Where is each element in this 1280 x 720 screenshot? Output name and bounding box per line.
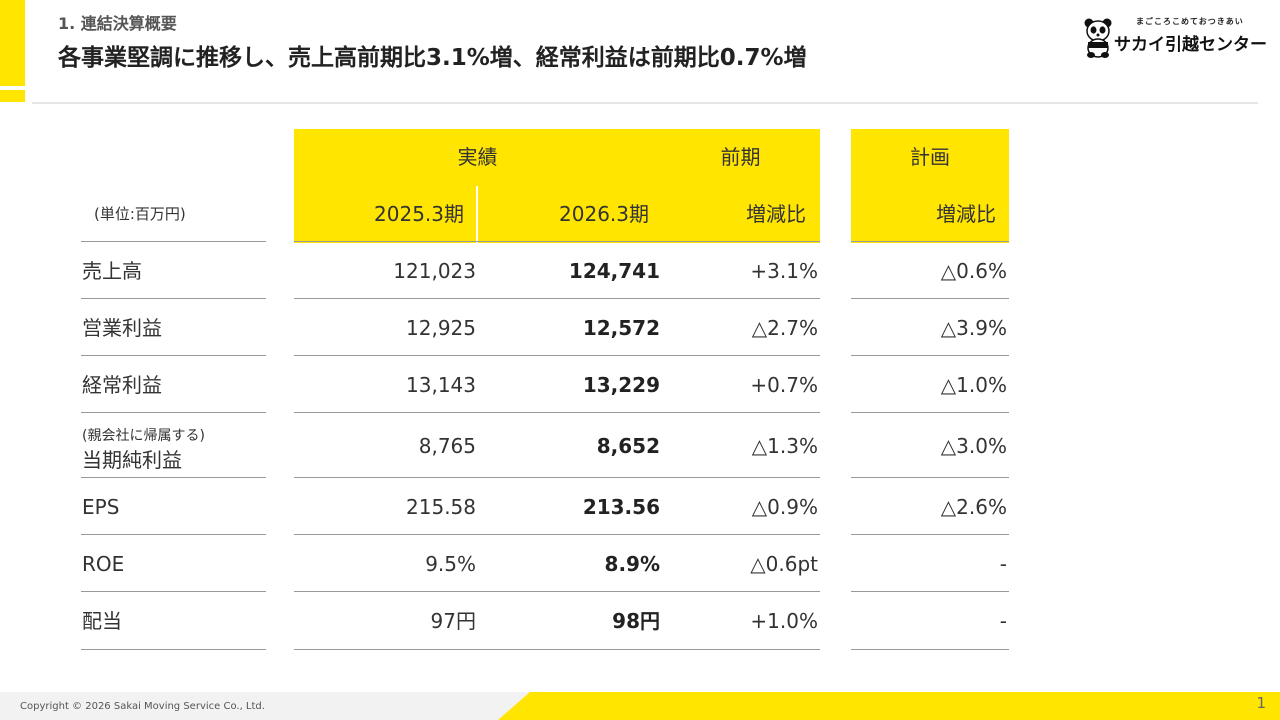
cell-ord-plan: △1.0%: [940, 373, 1007, 397]
table-rule: [294, 298, 820, 299]
cell-sales-plan: △0.6%: [940, 259, 1007, 283]
header-actual: 実績: [294, 129, 661, 186]
table-rule: [81, 534, 266, 535]
title-divider: [32, 102, 1258, 104]
cell-div-fy2026: 98円: [612, 609, 660, 633]
row-label-eps: EPS: [82, 495, 120, 519]
table-rule: [851, 591, 1009, 592]
table-rule: [81, 649, 266, 650]
col-header-yoy: 増減比: [661, 186, 820, 243]
cell-roe-plan: -: [999, 552, 1007, 576]
cell-op-yoy: △2.7%: [751, 316, 818, 340]
cell-sales-fy2025: 121,023: [393, 259, 476, 283]
cell-ord-yoy: +0.7%: [750, 373, 818, 397]
cell-sales-fy2026: 124,741: [568, 259, 660, 283]
cell-eps-yoy: △0.9%: [751, 495, 818, 519]
cell-ni-fy2026: 8,652: [596, 434, 660, 458]
cell-eps-fy2026: 213.56: [582, 495, 660, 519]
table-rule: [81, 355, 266, 356]
panda-icon: [1084, 18, 1112, 58]
slide-title: 各事業堅調に推移し、売上高前期比3.1%増、経常利益は前期比0.7%増: [58, 45, 807, 71]
cell-ord-fy2026: 13,229: [582, 373, 660, 397]
accent-bar-small: [0, 90, 25, 102]
row-label-net-income: 当期純利益: [82, 448, 182, 472]
page-number: 1: [1256, 694, 1266, 712]
row-label-roe: ROE: [82, 552, 125, 576]
table-rule: [81, 241, 266, 242]
cell-roe-yoy: △0.6pt: [750, 552, 818, 576]
accent-bar: [0, 0, 25, 86]
cell-ni-plan: △3.0%: [940, 434, 1007, 458]
header-prior: 前期: [661, 129, 820, 186]
table-rule: [851, 355, 1009, 356]
row-label-dividend: 配当: [82, 609, 122, 633]
table-rule: [851, 298, 1009, 299]
col-header-plan: 増減比: [851, 186, 1009, 243]
row-label-ordinary-profit: 経常利益: [82, 373, 162, 397]
cell-op-fy2025: 12,925: [406, 316, 476, 340]
cell-div-plan: -: [999, 609, 1007, 633]
table-rule: [294, 412, 820, 413]
section-label: 1. 連結決算概要: [58, 14, 177, 33]
copyright-text: Copyright © 2026 Sakai Moving Service Co…: [20, 701, 265, 712]
table-rule: [294, 534, 820, 535]
logo-name: サカイ引越センター: [1114, 35, 1267, 55]
table-rule: [294, 241, 820, 242]
cell-ni-fy2025: 8,765: [418, 434, 476, 458]
cell-div-yoy: +1.0%: [750, 609, 818, 633]
table-rule: [851, 534, 1009, 535]
cell-op-plan: △3.9%: [940, 316, 1007, 340]
table-rule: [81, 412, 266, 413]
cell-op-fy2026: 12,572: [582, 316, 660, 340]
table-rule: [851, 477, 1009, 478]
cell-ord-fy2025: 13,143: [406, 373, 476, 397]
cell-sales-yoy: +3.1%: [750, 259, 818, 283]
col-header-fy2026: 2026.3期: [478, 186, 661, 243]
logo-tagline: まごころこめておつきあい: [1136, 17, 1244, 26]
table-rule: [294, 591, 820, 592]
unit-label: (単位:百万円): [94, 205, 186, 223]
table-rule: [81, 298, 266, 299]
cell-div-fy2025: 97円: [430, 609, 476, 633]
col-header-fy2025: 2025.3期: [294, 186, 476, 243]
cell-ni-yoy: △1.3%: [751, 434, 818, 458]
table-rule: [851, 649, 1009, 650]
cell-eps-plan: △2.6%: [940, 495, 1007, 519]
table-rule: [851, 412, 1009, 413]
cell-roe-fy2025: 9.5%: [425, 552, 476, 576]
cell-eps-fy2025: 215.58: [406, 495, 476, 519]
table-rule: [81, 477, 266, 478]
table-rule: [294, 477, 820, 478]
cell-roe-fy2026: 8.9%: [604, 552, 660, 576]
row-label-operating-profit: 営業利益: [82, 316, 162, 340]
footer-accent-shape: [498, 692, 1280, 720]
table-rule: [294, 649, 820, 650]
company-logo: まごころこめておつきあい サカイ引越センター: [1084, 16, 1267, 58]
table-rule: [294, 355, 820, 356]
row-label-sales: 売上高: [82, 259, 142, 283]
table-rule: [81, 591, 266, 592]
table-rule: [851, 241, 1009, 242]
row-label-net-income-sub: (親会社に帰属する): [82, 428, 205, 444]
header-plan: 計画: [851, 129, 1009, 186]
